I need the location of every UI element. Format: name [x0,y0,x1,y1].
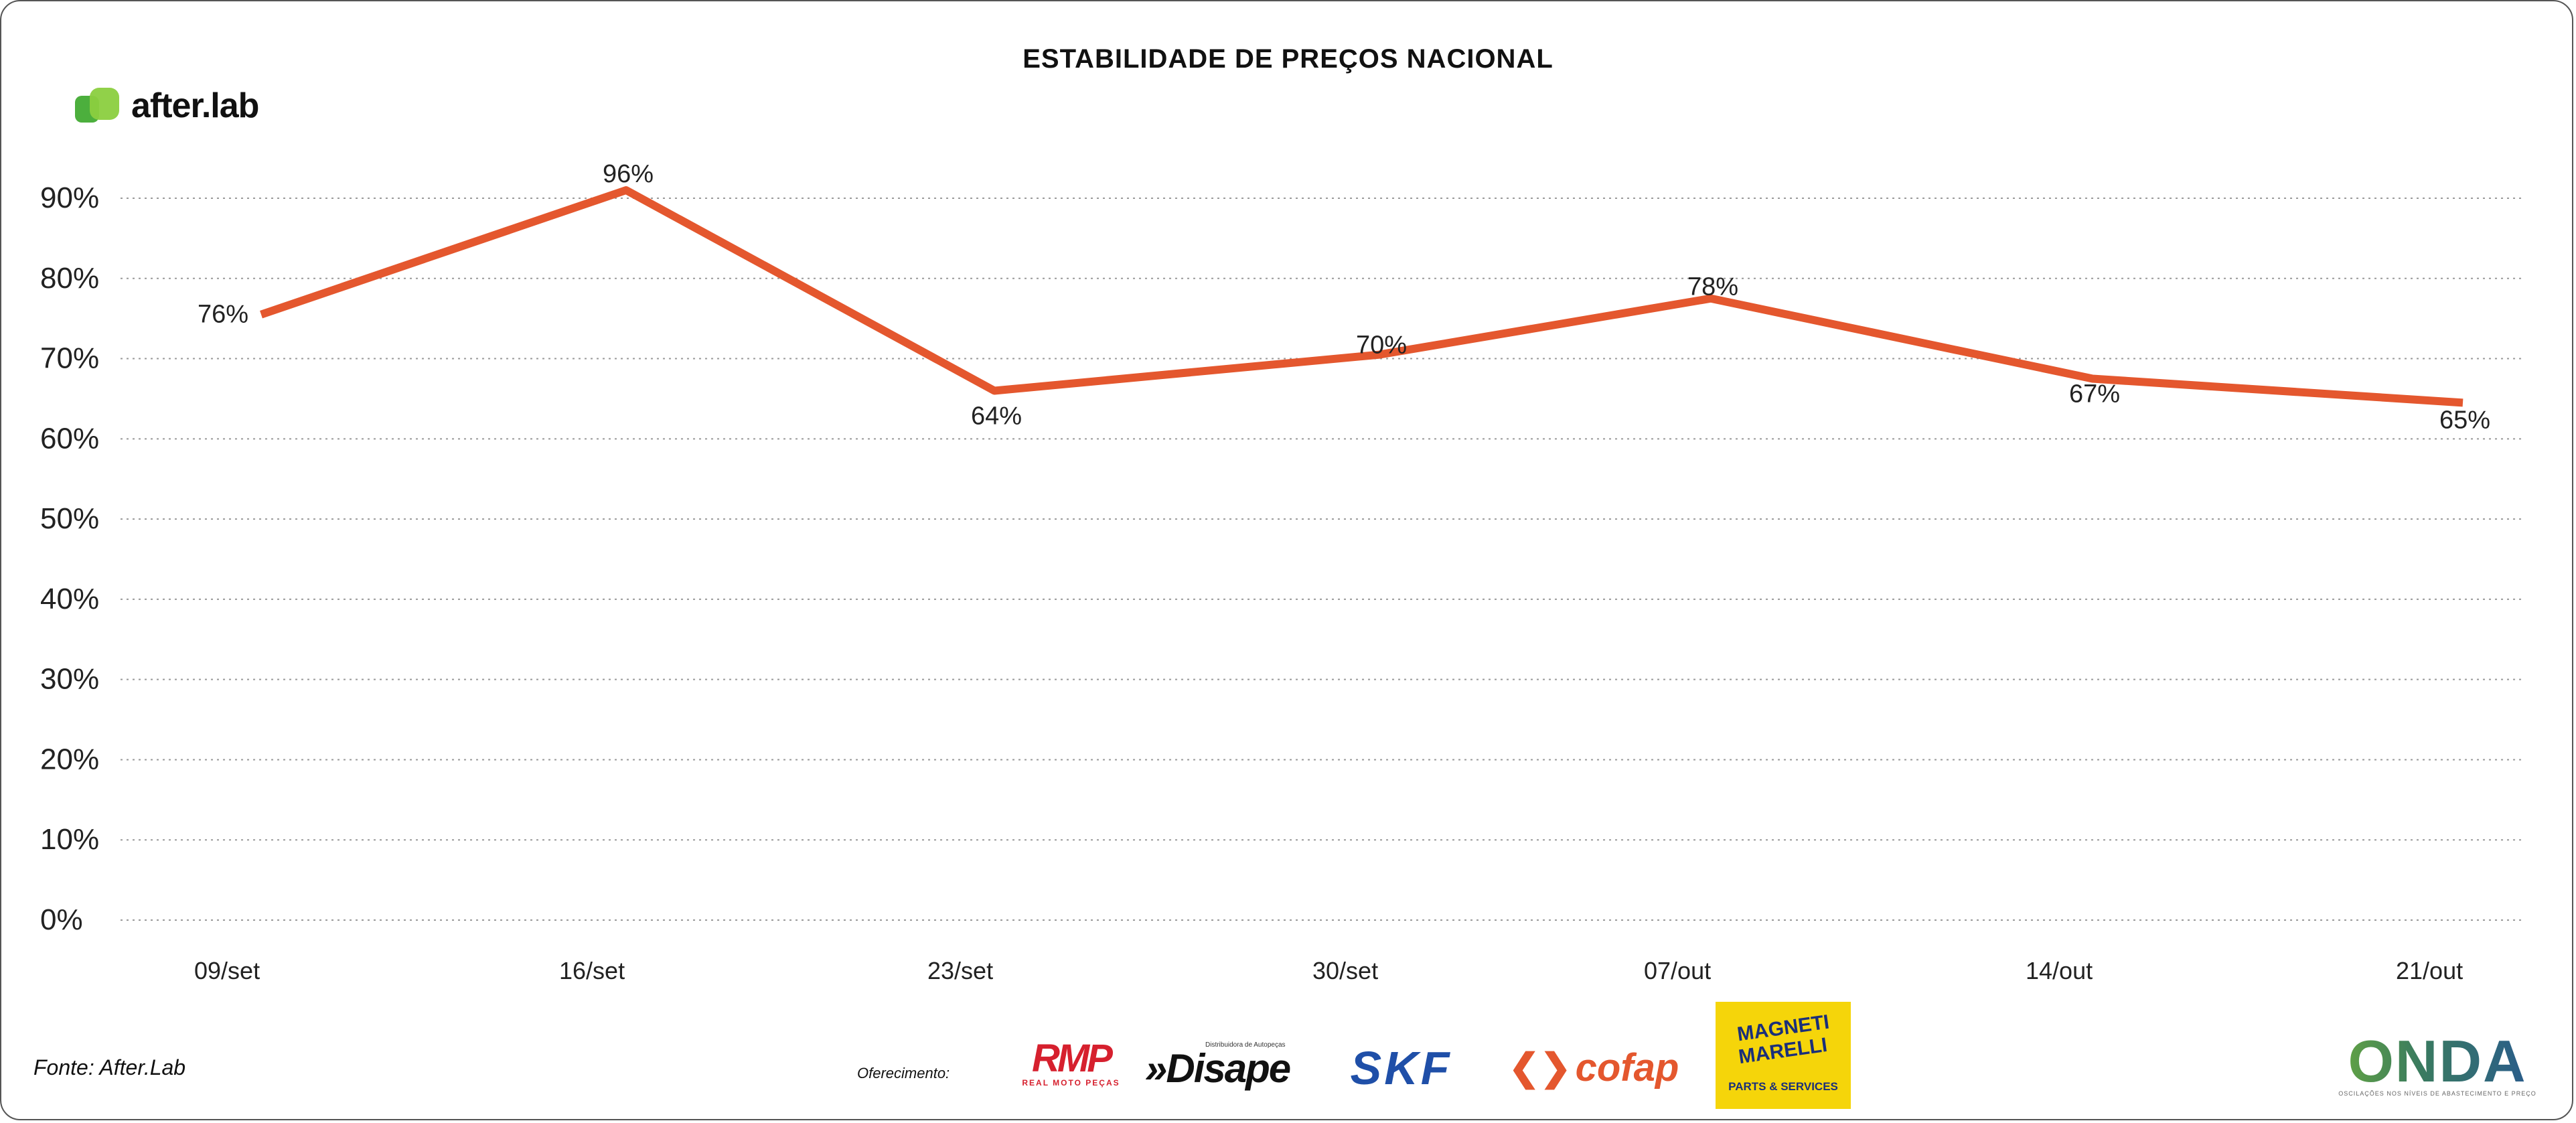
cofap-logo-text: cofap [1575,1045,1679,1090]
chart-title: ESTABILIDADE DE PREÇOS NACIONAL [1022,44,1554,74]
onda-logo-text: ONDA [2348,1028,2527,1094]
y-tick-label: 40% [40,583,99,615]
y-tick-label: 70% [40,342,99,375]
afterlab-logo: after.lab [75,86,259,126]
x-tick-label: 09/set [194,957,260,984]
x-tick-label: 21/out [2396,957,2463,984]
data-label: 64% [971,402,1022,430]
data-label: 65% [2439,406,2490,434]
data-label: 78% [1687,273,1738,301]
y-tick-label: 20% [40,743,99,775]
magneti-marelli-logo: MAGNETI MARELLI PARTS & SERVICES [1716,1002,1851,1109]
series-line [260,186,2464,407]
onda-logo-tagline: OSCILAÇÕES NOS NÍVEIS DE ABASTECIMENTO E… [2338,1090,2536,1097]
skf-logo: SKF [1350,1042,1452,1094]
y-tick-label: 90% [40,181,99,214]
data-label: 96% [603,160,654,188]
y-tick-label: 10% [40,823,99,856]
x-tick-label: 14/out [2026,957,2093,984]
data-labels: 76% 96% 64% 70% 78% 67% 65% [198,160,2490,434]
rmp-logo: RMP REAL MOTO PEÇAS [1012,1039,1130,1088]
y-tick-label: 30% [40,663,99,696]
x-axis-ticks: 09/set 16/set 23/set 30/set 07/out 14/out 21/o… [194,957,2463,984]
y-tick-label: 80% [40,262,99,295]
cofap-logo: ❮❯ cofap [1497,1043,1691,1092]
x-tick-label: 23/set [927,957,993,984]
y-tick-label: 0% [40,903,83,936]
disape-logo: Distribuidora de Autopeças »Disape [1145,1038,1302,1092]
y-axis-ticks: 0% 10% 20% 30% 40% 50% 60% 70% 80% 90% [40,181,99,936]
x-tick-label: 07/out [1644,957,1711,984]
cofap-chevron-icon: ❮❯ [1508,1046,1572,1088]
source-note: Fonte: After.Lab [33,1055,186,1079]
series-line-group [260,186,2464,407]
disape-logo-text: »Disape [1145,1045,1291,1091]
magneti-marelli-line3: PARTS & SERVICES [1728,1080,1838,1093]
afterlab-logo-text: after.lab [131,86,259,125]
sponsors-label: Oferecimento: [857,1065,950,1081]
x-tick-label: 30/set [1312,957,1378,984]
disape-logo-tagline: Distribuidora de Autopeças [1205,1041,1286,1049]
onda-logo: ONDA OSCILAÇÕES NOS NÍVEIS DE ABASTECIME… [2337,1031,2538,1098]
rmp-logo-tagline: REAL MOTO PEÇAS [1022,1078,1120,1088]
data-label: 76% [198,301,248,329]
data-label: 67% [2069,380,2120,408]
y-tick-label: 60% [40,422,99,455]
y-tick-label: 50% [40,502,99,535]
afterlab-logo-icon [75,86,123,125]
grid-lines [121,198,2521,921]
data-label: 70% [1356,331,1407,360]
x-tick-label: 16/set [559,957,625,984]
rmp-logo-text: RMP [1032,1037,1113,1080]
